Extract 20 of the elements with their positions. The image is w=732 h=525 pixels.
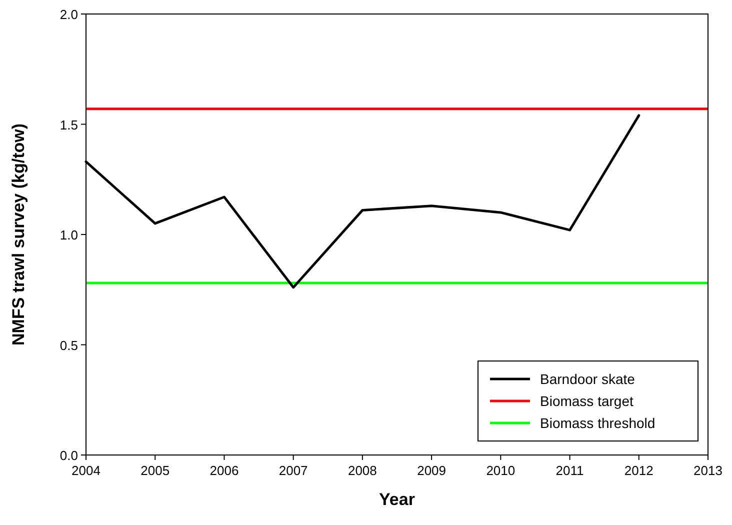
x-tick-label: 2009 <box>417 463 446 478</box>
y-tick-label: 1.0 <box>60 228 78 242</box>
x-tick-label: 2013 <box>694 463 722 478</box>
y-axis-title: NMFS trawl survey (kg/tow) <box>9 124 28 346</box>
x-tick-label: 2012 <box>624 463 654 478</box>
y-tick-label: 2.0 <box>60 7 78 22</box>
x-tick-label: 2006 <box>210 463 239 478</box>
y-tick-label: 1.5 <box>60 117 78 132</box>
legend-label: Barndoor skate <box>540 371 636 387</box>
y-tick-label: 0.0 <box>60 448 78 463</box>
x-axis-title: Year <box>379 490 416 509</box>
x-tick-label: 2010 <box>486 463 516 478</box>
x-tick-label: 2011 <box>556 463 584 478</box>
legend-label: Biomass target <box>540 393 634 409</box>
x-tick-label: 2004 <box>72 463 100 478</box>
y-tick-label: 0.5 <box>60 338 78 353</box>
x-tick-label: 2005 <box>140 463 170 478</box>
legend-label: Biomass threshold <box>540 415 656 431</box>
x-tick-label: 2008 <box>348 463 377 478</box>
x-tick-label: 2007 <box>278 463 308 478</box>
